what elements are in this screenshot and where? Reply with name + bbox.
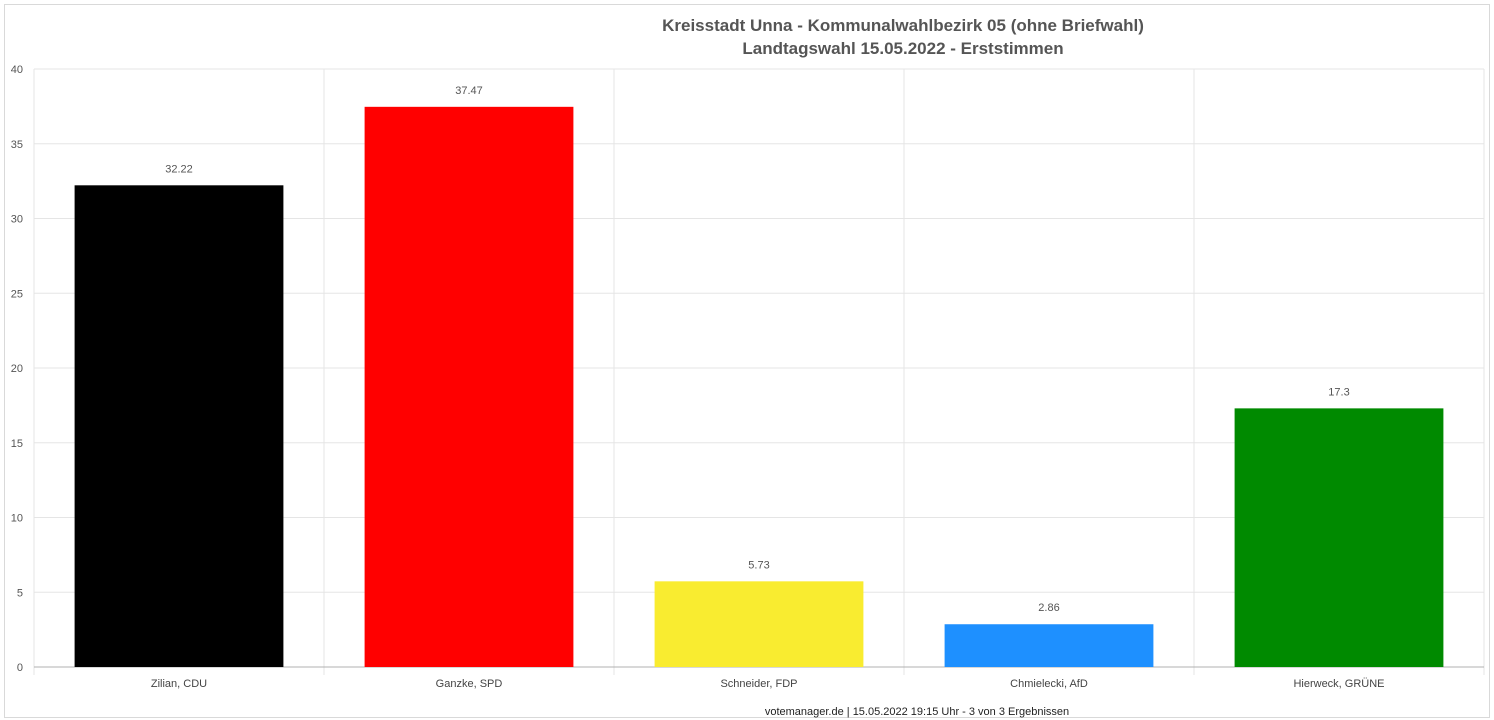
- chart-title-line-2: Landtagswahl 15.05.2022 - Erststimmen: [742, 39, 1063, 58]
- value-label: 5.73: [748, 559, 769, 571]
- bar-3: [654, 581, 864, 667]
- chart-title-line-1: Kreisstadt Unna - Kommunalwahlbezirk 05 …: [662, 16, 1144, 35]
- category-label: Hierweck, GRÜNE: [1293, 678, 1384, 690]
- y-tick-label: 5: [17, 587, 23, 599]
- y-tick-label: 30: [11, 214, 23, 226]
- y-tick-label: 25: [11, 288, 23, 300]
- chart-title: Kreisstadt Unna - Kommunalwahlbezirk 05 …: [662, 16, 1144, 58]
- value-label: 32.22: [165, 163, 193, 175]
- category-label: Chmielecki, AfD: [1010, 678, 1088, 690]
- y-tick-label: 20: [11, 363, 23, 375]
- y-tick-label: 10: [11, 513, 23, 525]
- bar-4: [944, 624, 1154, 667]
- x-axis-categories: Zilian, CDU Ganzke, SPD Schneider, FDP Chmi…: [151, 678, 1385, 690]
- y-axis-ticks: 0 5 10 15 20 25 30 35 40: [11, 64, 23, 674]
- category-label: Zilian, CDU: [151, 678, 207, 690]
- bar-2: [364, 106, 574, 668]
- value-label: 2.86: [1038, 602, 1059, 614]
- category-label: Ganzke, SPD: [436, 678, 503, 690]
- footer-source: votemanager.de | 15.05.2022 19:15 Uhr - …: [765, 706, 1069, 718]
- y-tick-label: 40: [11, 64, 23, 76]
- bars: [74, 106, 1444, 668]
- y-tick-label: 35: [11, 139, 23, 151]
- y-tick-label: 0: [17, 662, 23, 674]
- y-tick-label: 15: [11, 438, 23, 450]
- value-label: 17.3: [1328, 386, 1349, 398]
- value-label: 37.47: [455, 85, 483, 97]
- bar-5: [1234, 408, 1444, 667]
- category-label: Schneider, FDP: [720, 678, 797, 690]
- value-labels: 32.22 37.47 5.73 2.86 17.3: [165, 85, 1349, 614]
- bar-1: [74, 185, 284, 667]
